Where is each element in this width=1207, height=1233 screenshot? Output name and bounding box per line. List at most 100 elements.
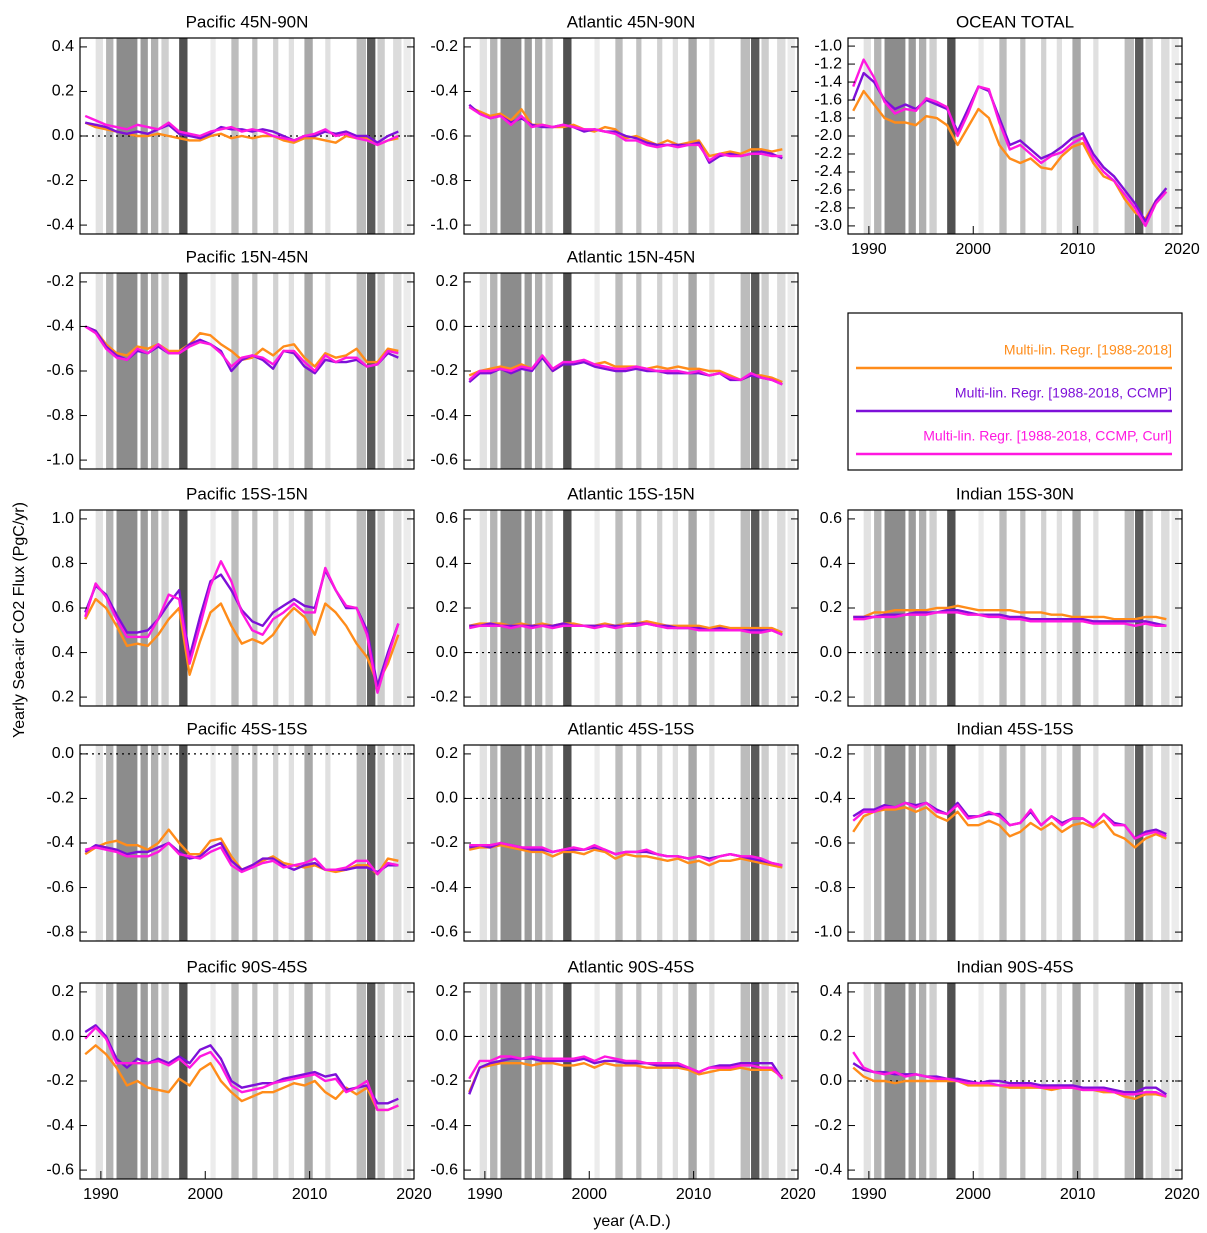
y-tick-label: 0.4 xyxy=(52,38,74,55)
y-tick-label: 0.0 xyxy=(52,1028,74,1045)
panel: Atlantic 15S-15N -0.2 0.0 0.2 0.4 0.6 xyxy=(430,484,799,707)
x-tick-label: 2020 xyxy=(1164,241,1200,258)
shading-band xyxy=(929,745,937,941)
shading-band xyxy=(978,38,984,234)
panel: Indian 45S-15S -1.0 -0.8 -0.6 -0.4 -0.2 xyxy=(814,719,1183,942)
panel: Pacific 45N-90N -0.4 -0.2 0.0 0.2 0.4 xyxy=(46,12,415,235)
shading-band xyxy=(524,510,532,706)
y-tick-label: -0.2 xyxy=(430,362,458,379)
shading-band xyxy=(500,745,522,941)
series-line xyxy=(468,103,783,164)
shading-band xyxy=(1161,745,1170,941)
series-line xyxy=(84,841,399,874)
x-tick-label: 2010 xyxy=(676,1186,712,1203)
shading-band xyxy=(672,510,678,706)
shading-band xyxy=(1145,745,1153,941)
shading-band xyxy=(1135,983,1144,1179)
shading-band xyxy=(231,38,239,234)
y-tick-label: -0.4 xyxy=(814,790,842,807)
y-tick-label: -0.8 xyxy=(46,407,74,424)
shading-band xyxy=(978,510,984,706)
shading-band xyxy=(252,983,258,1179)
x-tick-label: 1990 xyxy=(467,1186,503,1203)
shading-band xyxy=(179,510,188,706)
series-line xyxy=(84,560,400,694)
shading-band xyxy=(524,745,532,941)
shading-band xyxy=(534,38,543,234)
shading-band xyxy=(479,38,487,234)
legend-label: Multi-lin. Regr. [1988-2018] xyxy=(1004,342,1172,358)
x-tick-label: 2010 xyxy=(292,1186,328,1203)
shading-band xyxy=(210,273,216,469)
series-line xyxy=(84,114,399,147)
shading-band xyxy=(999,745,1007,941)
y-tick-label: 0.0 xyxy=(820,644,842,661)
x-tick-label: 2000 xyxy=(955,1186,991,1203)
shading-band xyxy=(1041,983,1047,1179)
shading-band xyxy=(688,273,697,469)
shading-band xyxy=(1056,745,1062,941)
series-line xyxy=(84,121,399,147)
shading-band xyxy=(116,38,138,234)
shading-band xyxy=(740,38,750,234)
series-line xyxy=(852,806,1167,849)
shading-band xyxy=(252,273,258,469)
panel-title: Pacific 45N-90N xyxy=(186,12,309,31)
series-line xyxy=(468,622,783,636)
y-tick-label: -0.6 xyxy=(430,127,458,144)
y-tick-label: -0.2 xyxy=(814,1117,842,1134)
shading-band xyxy=(863,38,871,234)
shading-band xyxy=(563,983,572,1179)
shading-band xyxy=(777,745,786,941)
y-tick-label: -2.6 xyxy=(814,181,842,198)
shading-band xyxy=(1161,510,1170,706)
shading-band xyxy=(524,983,532,1179)
shading-band xyxy=(563,745,572,941)
shading-band xyxy=(231,273,239,469)
series-line xyxy=(852,1051,1167,1098)
shading-band xyxy=(545,510,553,706)
shading-band xyxy=(1124,38,1134,234)
shading-band xyxy=(304,745,313,941)
y-tick-label: -0.6 xyxy=(814,834,842,851)
shading-band xyxy=(884,510,906,706)
plot-area xyxy=(84,273,411,469)
shading-band xyxy=(1056,38,1062,234)
shading-band xyxy=(688,745,697,941)
shading-band xyxy=(999,38,1007,234)
shading-band xyxy=(1020,745,1026,941)
shading-band xyxy=(545,38,553,234)
y-axis-label: Yearly Sea-air CO2 Flux (PgC/yr) xyxy=(11,502,28,738)
shading-band xyxy=(534,273,543,469)
shading-band xyxy=(947,745,956,941)
shading-band xyxy=(761,273,769,469)
shading-band xyxy=(709,38,715,234)
shading-band xyxy=(874,745,882,941)
shading-band xyxy=(545,983,553,1179)
shading-band xyxy=(288,273,294,469)
y-tick-label: -0.6 xyxy=(430,451,458,468)
shading-band xyxy=(751,745,760,941)
shading-band xyxy=(273,745,279,941)
shading-band xyxy=(95,273,103,469)
shading-band xyxy=(95,510,103,706)
shading-band xyxy=(393,273,402,469)
shading-band xyxy=(777,510,786,706)
x-tick-label: 1990 xyxy=(83,1186,119,1203)
shading-band xyxy=(231,983,239,1179)
y-tick-label: -0.6 xyxy=(46,1161,74,1178)
y-tick-label: -0.4 xyxy=(430,879,458,896)
panel: Atlantic 45S-15S -0.6 -0.4 -0.2 0.0 0.2 xyxy=(430,719,799,942)
shading-band xyxy=(1072,510,1081,706)
y-tick-label: -0.4 xyxy=(814,1161,842,1178)
shading-band xyxy=(545,273,553,469)
y-tick-label: -0.4 xyxy=(430,83,458,100)
series-line xyxy=(852,1062,1167,1096)
y-tick-label: -2.2 xyxy=(814,145,842,162)
panel-title: Indian 45S-15S xyxy=(956,719,1073,738)
y-tick-label: 0.8 xyxy=(52,555,74,572)
y-tick-label: 0.4 xyxy=(820,555,842,572)
shading-band xyxy=(1093,38,1099,234)
shading-band xyxy=(356,983,366,1179)
shading-band xyxy=(1041,745,1047,941)
